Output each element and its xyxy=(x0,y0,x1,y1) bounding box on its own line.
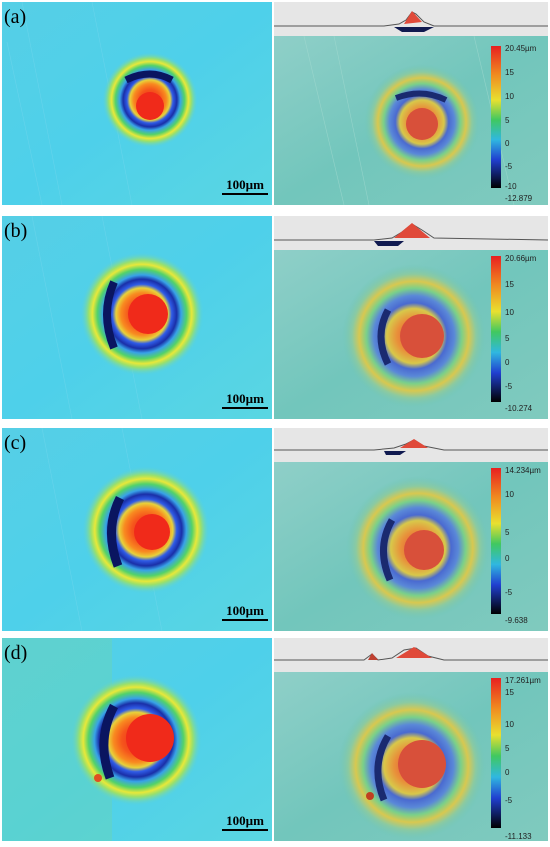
scale-bar-line xyxy=(222,193,268,195)
colorbar-min-label: -9.638 xyxy=(505,616,528,625)
panel-a: (a) 100µm 20.45µm 15 10 5 0 -5 -10 xyxy=(0,2,550,207)
color-scale-bar xyxy=(491,468,501,614)
rendered-surface-image xyxy=(274,672,548,841)
height-profile xyxy=(274,428,548,462)
colorbar-max-label: 17.261µm xyxy=(505,676,541,685)
scale-bar-label: 100µm xyxy=(226,603,264,618)
colorbar-tick: -5 xyxy=(505,588,513,597)
scale-bar-line xyxy=(222,619,268,621)
colorbar-tick: 0 xyxy=(505,768,510,777)
colorbar-min-label: -10.274 xyxy=(505,404,533,413)
rendered-surface-image xyxy=(274,36,548,205)
scale-bar: 100µm xyxy=(222,392,268,409)
height-profile xyxy=(274,638,548,672)
rendered-surface-view xyxy=(274,216,548,419)
scale-bar-label: 100µm xyxy=(226,391,264,406)
colorbar-tick: 10 xyxy=(505,720,514,729)
colorbar-tick: 5 xyxy=(505,334,510,343)
color-scale-bar xyxy=(491,46,501,188)
color-scale-bar xyxy=(491,678,501,828)
colorbar-tick: -5 xyxy=(505,162,513,171)
colorbar-tick: 10 xyxy=(505,490,514,499)
height-profile xyxy=(274,2,548,36)
rendered-surface-view xyxy=(274,638,548,841)
panel-label: (b) xyxy=(4,220,28,242)
panel-d: (d) 100µm 17.261µm 15 10 5 0 -5 -1 xyxy=(0,638,550,843)
false-color-map-image xyxy=(2,428,272,631)
colorbar-max-label: 14.234µm xyxy=(505,466,541,475)
scale-bar: 100µm xyxy=(222,178,268,195)
panel-label: (a) xyxy=(4,6,27,28)
false-color-map-image xyxy=(2,216,272,419)
color-scale-bar xyxy=(491,256,501,402)
colorbar-tick: -5 xyxy=(505,382,513,391)
colorbar-tick: 15 xyxy=(505,688,514,697)
colorbar-tick: -5 xyxy=(505,796,513,805)
rendered-surface-view xyxy=(274,2,548,205)
scale-bar-line xyxy=(222,407,268,409)
colorbar-tick: 5 xyxy=(505,116,510,125)
panel-label: (c) xyxy=(4,432,27,454)
colorbar-tick: 0 xyxy=(505,139,510,148)
panel-c: (c) 100µm 14.234µm 10 5 0 -5 -9.638 xyxy=(0,428,550,633)
colorbar-min-label: -11.133 xyxy=(505,832,532,841)
scale-bar-label: 100µm xyxy=(226,813,264,828)
scale-bar: 100µm xyxy=(222,604,268,621)
panel-label: (d) xyxy=(4,642,28,664)
scale-bar-line xyxy=(222,829,268,831)
colorbar-max-label: 20.66µm xyxy=(505,254,537,263)
colorbar-tick: 0 xyxy=(505,554,510,563)
false-color-map-image xyxy=(2,2,272,205)
colorbar-tick: 5 xyxy=(505,744,510,753)
rendered-surface-view xyxy=(274,428,548,631)
rendered-surface-image xyxy=(274,462,548,631)
scale-bar-label: 100µm xyxy=(226,177,264,192)
colorbar-tick: -10 xyxy=(505,182,517,191)
colorbar-tick: 5 xyxy=(505,528,510,537)
height-profile xyxy=(274,216,548,250)
colorbar-tick: 0 xyxy=(505,358,510,367)
colorbar-min-label: -12.879 xyxy=(505,194,533,203)
rendered-surface-image xyxy=(274,250,548,419)
colorbar-max-label: 20.45µm xyxy=(505,44,537,53)
colorbar-tick: 15 xyxy=(505,68,514,77)
colorbar-tick: 10 xyxy=(505,308,514,317)
false-color-map-image xyxy=(2,638,272,841)
colorbar-tick: 10 xyxy=(505,92,514,101)
scale-bar: 100µm xyxy=(222,814,268,831)
panel-b: (b) 100µm 20.66µm 15 10 5 0 -5 -10.274 xyxy=(0,216,550,421)
colorbar-tick: 15 xyxy=(505,280,514,289)
